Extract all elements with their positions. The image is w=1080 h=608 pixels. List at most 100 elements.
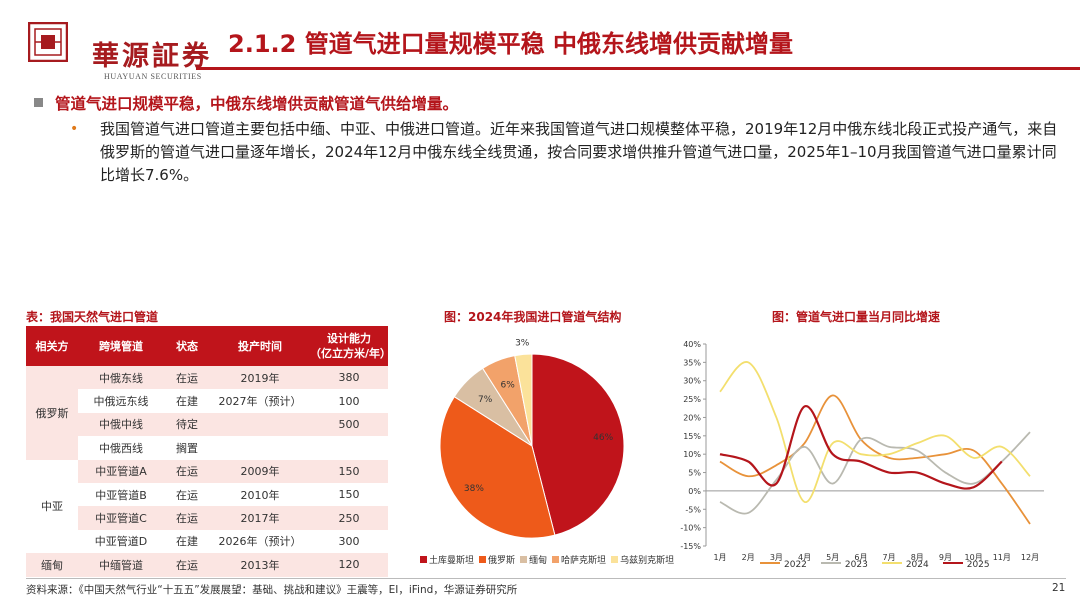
- table-cell: 中俄中线: [78, 412, 164, 437]
- y-tick-label: 40%: [683, 340, 701, 349]
- header-capacity: 设计能力 （亿立方米/年）: [310, 326, 391, 366]
- title-divider: [196, 67, 1080, 70]
- group-cell: 俄罗斯: [26, 366, 78, 460]
- source-note: 资料来源：《中国天然气行业“十五五”发展展望：基础、挑战和建议》王震等，EI，i…: [26, 584, 518, 596]
- pie-legend-label: 哈萨克斯坦: [561, 556, 607, 566]
- table-cell: 2009年: [210, 459, 310, 483]
- line-legend-item: 2024: [881, 560, 929, 570]
- table-cell: 在运: [164, 553, 210, 577]
- table-cell: 待定: [164, 412, 210, 437]
- y-tick-label: 35%: [683, 358, 701, 367]
- legend-swatch: [820, 562, 841, 564]
- line-legend-label: 2025: [966, 560, 990, 570]
- series-line-2024: [719, 361, 1031, 503]
- pie-legend-label: 俄罗斯: [488, 556, 516, 566]
- y-tick-label: -5%: [685, 505, 701, 514]
- group-cell: 缅甸: [26, 553, 78, 577]
- pie-slice-label: 38%: [464, 484, 484, 494]
- table-cell: 在运: [164, 366, 210, 390]
- series-line-2022: [719, 394, 1031, 525]
- table-cell: [310, 436, 388, 460]
- table-cell: 380: [310, 366, 388, 390]
- legend-swatch: [942, 562, 963, 564]
- y-tick-label: 30%: [683, 377, 701, 386]
- table-row: 中亚管道D 在建 2026年（预计） 300: [26, 529, 388, 554]
- legend-swatch: [881, 562, 902, 564]
- table-cell: 300: [310, 529, 388, 554]
- table-cell: 中亚管道B: [78, 482, 164, 507]
- table-cell: 在运: [164, 506, 210, 530]
- table-cell: 在运: [164, 459, 210, 483]
- company-logo: 華源証券 HUAYUAN SECURITIES: [12, 14, 209, 81]
- pie-chart: 46% 38% 7% 6% 3%: [439, 338, 625, 539]
- pie-slice-label: 3%: [515, 338, 530, 348]
- table-row: 中俄西线 搁置: [26, 436, 388, 460]
- line-caption: 图：管道气进口量当月同比增速: [772, 310, 941, 324]
- logo-text: 華源証券: [92, 41, 212, 72]
- table-cell: 中亚管道D: [78, 529, 164, 554]
- pie-slice: [531, 353, 625, 536]
- seal-icon: [28, 22, 68, 62]
- table-cell: 150: [310, 459, 388, 483]
- pie-slice: [514, 353, 533, 447]
- header-pipeline: 跨境管道: [78, 326, 164, 366]
- table-cell: 中俄东线: [78, 366, 164, 390]
- pie-legend-item: 缅甸: [520, 556, 547, 566]
- pie-slice-label: 46%: [593, 433, 613, 443]
- series-line-2025: [719, 405, 1003, 490]
- table-row: 缅甸 中缅管道 在运 2013年 120: [26, 553, 388, 577]
- line-legend-label: 2022: [784, 560, 807, 570]
- table-cell: 2019年: [210, 366, 310, 390]
- pie-legend-label: 土库曼斯坦: [429, 556, 475, 566]
- logo-subtext: HUAYUAN SECURITIES: [104, 72, 202, 81]
- pipeline-table: 相关方 跨境管道 状态 投产时间 设计能力 （亿立方米/年） 俄罗斯 中俄东线 在…: [26, 326, 391, 577]
- dot-bullet-icon: •: [70, 121, 79, 137]
- y-tick-label: 15%: [683, 432, 701, 441]
- pie-slice-label: 7%: [478, 395, 493, 405]
- sub-bullet: • 我国管道气进口管道主要包括中缅、中亚、中俄进口管道。近年来我国管道气进口规模…: [70, 118, 1064, 187]
- table-cell: 中俄西线: [78, 436, 164, 460]
- square-bullet-icon: [34, 98, 43, 107]
- table-row: 中亚管道B 在运 2010年 150: [26, 482, 388, 507]
- legend-swatch: [552, 556, 560, 563]
- main-bullet: 管道气进口规模平稳，中俄东线增供贡献管道气供给增量。: [34, 92, 1064, 114]
- x-tick-label: 8月: [911, 553, 924, 562]
- table-cell: 中亚管道A: [78, 459, 164, 483]
- table-cell: [210, 412, 310, 437]
- table-cell: [210, 436, 310, 460]
- table-caption: 表：我国天然气进口管道: [26, 310, 159, 324]
- x-tick-label: 9月: [939, 553, 952, 562]
- table-cell: 2013年: [210, 553, 310, 577]
- table-cell: 250: [310, 506, 388, 530]
- table-cell: 2026年（预计）: [210, 529, 310, 554]
- pie-legend-item: 土库曼斯坦: [420, 556, 474, 566]
- legend-swatch: [611, 556, 619, 563]
- legend-swatch: [760, 562, 780, 564]
- pie-legend-item: 乌兹别克斯坦: [611, 556, 674, 566]
- table-cell: 在运: [164, 482, 210, 507]
- pie-legend-label: 缅甸: [529, 556, 548, 566]
- main-bullet-text: 管道气进口规模平稳，中俄东线增供贡献管道气供给增量。: [55, 95, 459, 113]
- footer-divider: [26, 578, 1066, 579]
- table-row: 中俄远东线 在建 2027年（预计） 100: [26, 389, 388, 413]
- line-legend: 2022 2023 2024 2025: [760, 560, 990, 574]
- table-cell: 100: [310, 389, 388, 413]
- legend-swatch: [479, 556, 487, 563]
- x-tick-label: 10月: [965, 553, 983, 562]
- x-tick-label: 2月: [742, 553, 755, 562]
- table-row: 俄罗斯 中俄东线 在运 2019年 380: [26, 366, 388, 460]
- table-cell: 中亚管道C: [78, 506, 164, 530]
- header-party: 相关方: [26, 326, 78, 366]
- pie-caption: 图：2024年我国进口管道气结构: [444, 310, 622, 324]
- header-capacity-line1: 设计能力: [327, 332, 371, 345]
- x-tick-label: 1月: [713, 553, 726, 562]
- x-tick-label: 4月: [798, 553, 811, 562]
- y-tick-label: 5%: [688, 469, 701, 478]
- line-legend-item: 2022: [760, 560, 807, 570]
- x-tick-label: 12月: [1021, 553, 1039, 562]
- line-legend-item: 2025: [942, 560, 990, 570]
- table-row: 中亚管道C 在运 2017年 250: [26, 506, 388, 530]
- pie-legend-item: 哈萨克斯坦: [552, 556, 606, 566]
- y-tick-label: 20%: [683, 413, 701, 422]
- pie-legend-label: 乌兹别克斯坦: [620, 556, 675, 566]
